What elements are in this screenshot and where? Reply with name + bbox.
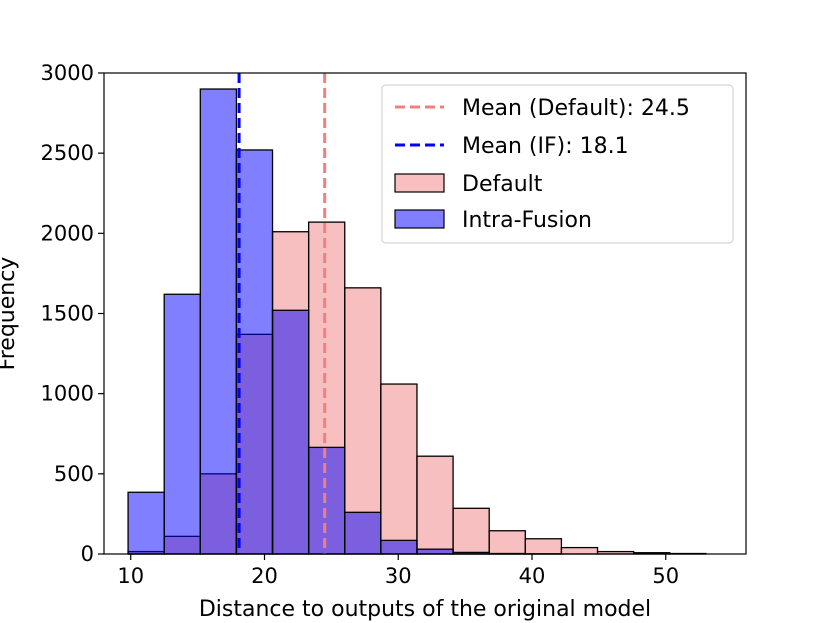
legend-mean-if-label: Mean (IF): 18.1 bbox=[462, 134, 629, 159]
legend-intra-fusion-label: Intra-Fusion bbox=[462, 208, 592, 233]
y-tick-label: 2500 bbox=[41, 141, 94, 165]
intra-fusion-bar bbox=[127, 491, 165, 555]
default-bar bbox=[524, 538, 563, 555]
legend-intra-fusion-patch bbox=[394, 209, 445, 229]
x-tick-label: 20 bbox=[251, 564, 278, 588]
y-axis-ticks: 0 500 1000 1500 2000 2500 3000 bbox=[41, 61, 104, 566]
intra-fusion-bar bbox=[344, 511, 382, 555]
intra-fusion-bar bbox=[380, 539, 418, 555]
y-tick-label: 1000 bbox=[41, 382, 94, 406]
intra-fusion-bar bbox=[271, 309, 310, 555]
x-tick-label: 30 bbox=[385, 564, 412, 588]
intra-fusion-bar bbox=[163, 293, 201, 555]
mean-lines bbox=[237, 73, 327, 554]
y-tick-label: 3000 bbox=[41, 61, 94, 85]
intra-fusion-bars bbox=[127, 88, 563, 555]
y-axis-label: Frequency bbox=[0, 257, 20, 371]
legend: Mean (Default): 24.5 Mean (IF): 18.1 Def… bbox=[381, 84, 734, 244]
default-bar bbox=[416, 455, 454, 555]
legend-default-label: Default bbox=[462, 172, 543, 197]
default-bar bbox=[560, 546, 599, 555]
y-tick-label: 0 bbox=[81, 542, 94, 566]
y-tick-label: 2000 bbox=[41, 221, 94, 245]
intra-fusion-bar bbox=[235, 149, 274, 555]
y-tick-label: 1500 bbox=[41, 302, 94, 326]
default-bar bbox=[452, 507, 490, 555]
x-tick-label: 10 bbox=[117, 564, 144, 588]
intra-fusion-bar bbox=[416, 548, 454, 555]
y-tick-label: 500 bbox=[54, 462, 94, 486]
x-axis-label: Distance to outputs of the original mode… bbox=[199, 597, 651, 622]
intra-fusion-bar bbox=[307, 446, 346, 555]
default-bar bbox=[488, 530, 526, 555]
legend-default-patch bbox=[394, 173, 445, 193]
legend-box bbox=[381, 84, 734, 244]
x-tick-label: 50 bbox=[652, 564, 679, 588]
intra-fusion-bar bbox=[199, 88, 238, 555]
legend-mean-default-label: Mean (Default): 24.5 bbox=[462, 96, 690, 121]
x-axis-ticks: 10 20 30 40 50 bbox=[117, 554, 679, 588]
default-bar bbox=[380, 383, 418, 555]
x-tick-label: 40 bbox=[519, 564, 546, 588]
